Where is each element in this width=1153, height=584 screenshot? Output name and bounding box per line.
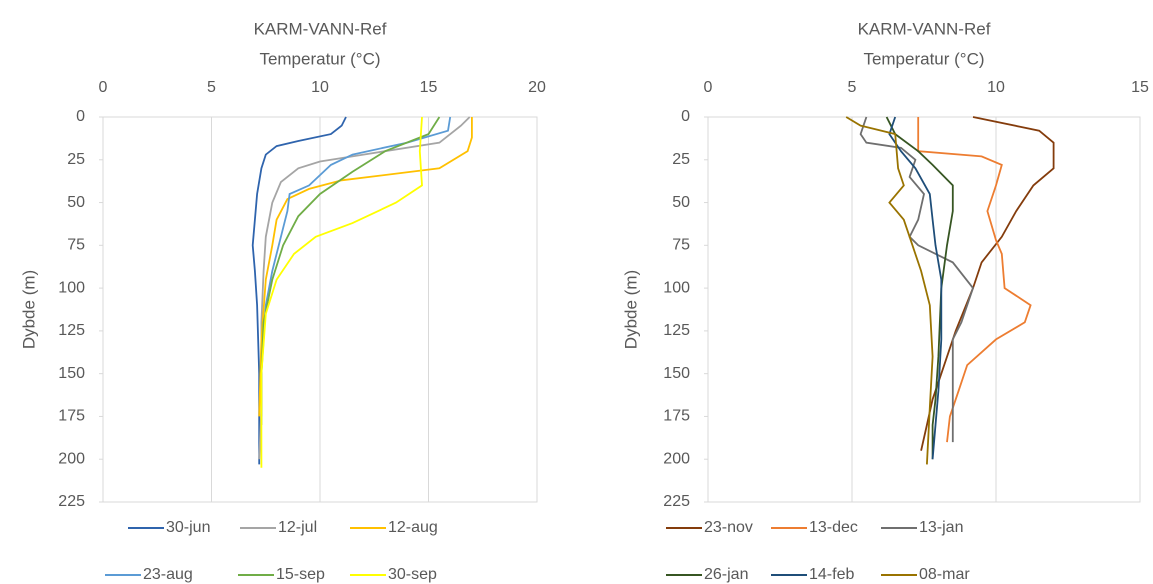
y-tick-label: 75 [672,237,690,254]
legend-label: 12-aug [388,519,438,536]
series-line [845,116,934,465]
y-tick-label: 25 [67,151,85,168]
y-tick-label: 75 [67,237,85,254]
series-line [260,116,441,425]
x-axis-label: Temperatur (°C) [259,49,380,68]
y-tick-label: 50 [67,194,85,211]
series-line [920,116,1055,451]
y-tick-label: 150 [663,365,690,382]
y-tick-label: 25 [672,151,690,168]
x-tick-label: 10 [311,79,329,96]
y-tick-label: 125 [58,322,85,339]
y-tick-label: 50 [672,194,690,211]
plot-border [707,116,1141,503]
series-line [260,116,423,468]
chart-title: KARM-VANN-Ref [254,19,387,38]
series-line [885,116,954,460]
x-tick-label: 15 [420,79,438,96]
y-tick-label: 125 [663,322,690,339]
legend-label: 30-jun [166,519,210,536]
y-tick-label: 175 [663,408,690,425]
legend-label: 14-feb [809,566,854,583]
series-line [260,116,452,417]
y-tick-label: 0 [681,108,690,125]
y-tick-label: 100 [58,279,85,296]
legend-label: 13-jan [919,519,963,536]
legend-label: 23-nov [704,519,753,536]
chart-title: KARM-VANN-Ref [858,19,991,38]
x-tick-label: 5 [207,79,216,96]
series-line [258,117,473,417]
legend-label: 08-mar [919,566,970,583]
series-line [258,116,471,460]
y-tick-label: 225 [663,493,690,510]
y-tick-label: 150 [58,365,85,382]
legend-label: 23-aug [143,566,193,583]
legend-label: 30-sep [388,566,437,583]
x-tick-label: 20 [528,79,546,96]
y-tick-label: 225 [58,493,85,510]
series-line [251,116,347,465]
y-tick-label: 200 [58,450,85,467]
y-tick-label: 0 [76,108,85,125]
y-tick-label: 100 [663,279,690,296]
legend-label: 15-sep [276,566,325,583]
series-line [859,116,975,443]
y-tick-label: 200 [663,450,690,467]
x-tick-label: 5 [848,79,857,96]
legend-label: 13-dec [809,519,858,536]
x-tick-label: 0 [99,79,108,96]
x-tick-label: 0 [704,79,713,96]
x-tick-label: 15 [1131,79,1149,96]
series-line [888,116,943,460]
legend-label: 12-jul [278,519,317,536]
y-axis-label: Dybde (m) [621,270,640,349]
legend-label: 26-jan [704,566,748,583]
series-line [917,117,1032,443]
y-tick-label: 175 [58,408,85,425]
x-axis-label: Temperatur (°C) [863,49,984,68]
x-tick-label: 10 [987,79,1005,96]
y-axis-label: Dybde (m) [19,270,38,349]
